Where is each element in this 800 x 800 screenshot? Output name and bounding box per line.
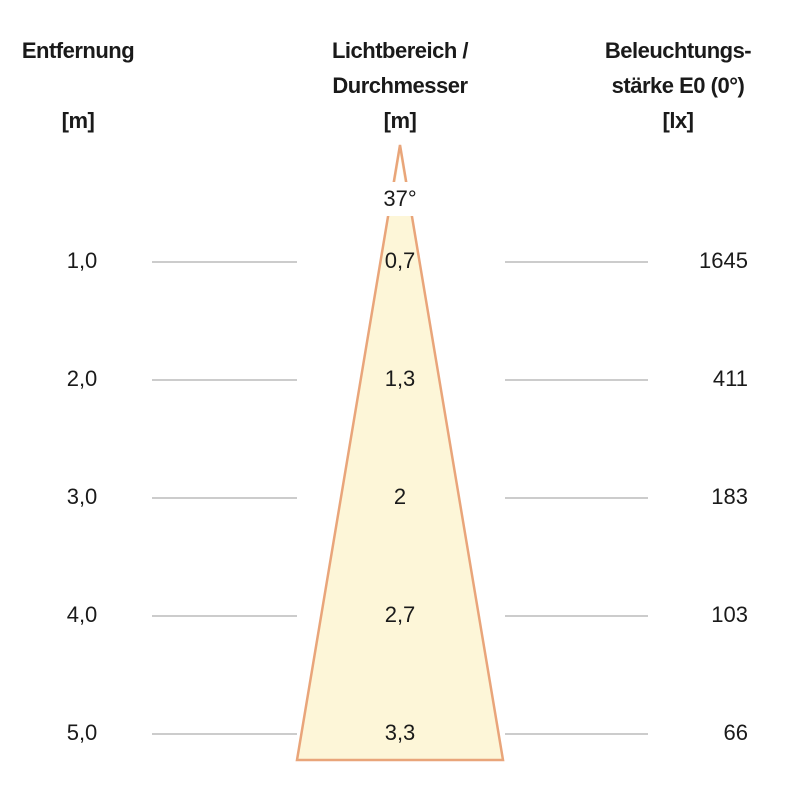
column-header: Entfernung: [22, 38, 134, 63]
column-header: Durchmesser: [332, 73, 468, 98]
column-header: [lx]: [663, 108, 694, 133]
light-cone: [295, 144, 505, 762]
distance: 4,0: [67, 602, 98, 627]
column-header: Beleuchtungs-: [605, 38, 751, 63]
distance: 2,0: [67, 366, 98, 391]
diameter: 1,3: [385, 366, 416, 391]
angle-box: [368, 182, 432, 216]
column-header: Lichtbereich /: [332, 38, 468, 63]
distance: 1,0: [67, 248, 98, 273]
beam-angle: 37°: [383, 186, 416, 211]
illuminance: 103: [711, 602, 748, 627]
diameter: 0,7: [385, 248, 416, 273]
illuminance: 411: [713, 366, 748, 391]
column-header: [m]: [62, 108, 95, 133]
diameter: 2: [394, 484, 406, 509]
column-header: [m]: [384, 108, 417, 133]
illuminance: 1645: [699, 248, 748, 273]
distance: 5,0: [67, 720, 98, 745]
diameter: 2,7: [385, 602, 416, 627]
column-header: stärke E0 (0°): [612, 73, 745, 98]
distance: 3,0: [67, 484, 98, 509]
illuminance: 183: [711, 484, 748, 509]
illuminance: 66: [724, 720, 748, 745]
diameter: 3,3: [385, 720, 416, 745]
